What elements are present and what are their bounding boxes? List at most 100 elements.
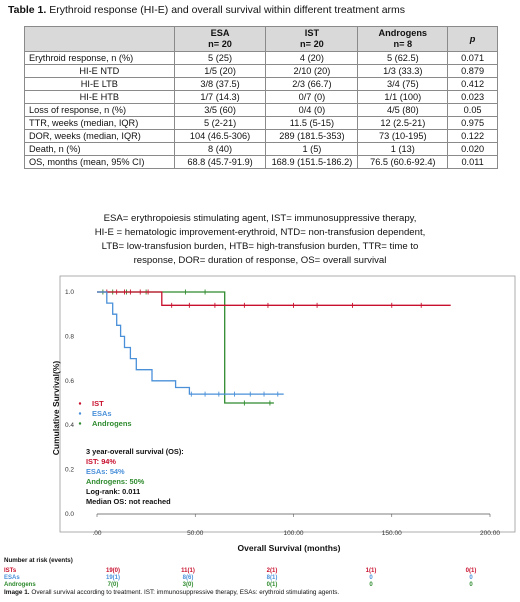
figure-caption: Image 1. Overall survival according to t… bbox=[4, 589, 339, 596]
y-tick-label: 1.0 bbox=[65, 289, 74, 296]
cell-p: 0.879 bbox=[447, 64, 498, 78]
cell-p: 0.071 bbox=[447, 51, 498, 65]
table-row: OS, months (mean, 95% CI) 68.8 (45.7-91.9… bbox=[24, 155, 498, 169]
row-label: TTR, weeks (median, IQR) bbox=[24, 116, 175, 130]
at-risk-value: 0(1) bbox=[466, 568, 477, 574]
at-risk-value: 7(0) bbox=[108, 582, 119, 588]
survival-curve-androgens bbox=[97, 291, 274, 404]
cell-p: 0.122 bbox=[447, 129, 498, 143]
y-tick-label: 0.0 bbox=[65, 511, 74, 518]
cell-ist: 1 (5) bbox=[265, 142, 359, 156]
legend-marker-androgens bbox=[78, 422, 82, 425]
row-label: HI-E LTB bbox=[24, 77, 175, 91]
header-name: ESA bbox=[210, 28, 230, 38]
row-label: OS, months (mean, 95% CI) bbox=[24, 155, 175, 169]
header-n: n= 8 bbox=[393, 39, 413, 49]
cell-androgens: 12 (2.5-21) bbox=[357, 116, 449, 130]
annotation-title: 3 year-overall survival (OS): bbox=[86, 447, 184, 456]
cell-p: 0.020 bbox=[447, 142, 498, 156]
caption-text: Overall survival according to treatment.… bbox=[31, 589, 340, 596]
table-body: Erythroid response, n (%) 5 (25) 4 (20) 5 (… bbox=[24, 51, 498, 169]
cell-ist: 289 (181.5-353) bbox=[265, 129, 359, 143]
results-table: ESA n= 20 IST n= 20 Androgens n= 8 p Ery… bbox=[24, 26, 498, 169]
abbreviations: ESA= erythropoiesis stimulating agent, I… bbox=[30, 212, 490, 268]
abbreviation-line: response, DOR= duration of response, OS=… bbox=[133, 255, 387, 266]
cell-androgens: 1/3 (33.3) bbox=[357, 64, 449, 78]
table-row: HI-E NTD 1/5 (20) 2/10 (20) 1/3 (33.3) 0.879 bbox=[24, 64, 498, 78]
cell-esa: 104 (46.5-306) bbox=[173, 129, 267, 143]
cell-esa: 3/5 (60) bbox=[173, 103, 267, 117]
cell-ist: 11.5 (5-15) bbox=[265, 116, 359, 130]
at-risk-row-label: ESAs bbox=[4, 575, 20, 581]
at-risk-value: 8(6) bbox=[183, 575, 194, 581]
table-row: Death, n (%) 8 (40) 1 (5) 1 (13) 0.020 bbox=[24, 142, 498, 156]
cell-ist: 2/10 (20) bbox=[265, 64, 359, 78]
y-tick-label: 0.8 bbox=[65, 333, 74, 340]
table-header-row: ESA n= 20 IST n= 20 Androgens n= 8 p bbox=[24, 26, 498, 52]
header-cell-ist: IST n= 20 bbox=[265, 26, 359, 52]
at-risk-value: 11(1) bbox=[181, 568, 195, 574]
survival-curve-esa bbox=[97, 291, 284, 395]
cell-ist: 168.9 (151.5-186.2) bbox=[265, 155, 359, 169]
cell-esa: 5 (25) bbox=[173, 51, 267, 65]
cell-androgens: 3/4 (75) bbox=[357, 77, 449, 91]
table-row: HI-E LTB 3/8 (37.5) 2/3 (66.7) 3/4 (75) 0.41… bbox=[24, 77, 498, 91]
table-title-text: Erythroid response (HI-E) and overall su… bbox=[49, 4, 406, 16]
table-row: DOR, weeks (median, IQR) 104 (46.5-306) 28… bbox=[24, 129, 498, 143]
caption-label: Image 1. bbox=[4, 589, 30, 596]
header-cell-androgens: Androgens n= 8 bbox=[357, 26, 449, 52]
at-risk-row-label: ISTs bbox=[4, 568, 17, 574]
annotation-logrank: Log-rank: 0.011 bbox=[86, 487, 140, 496]
row-label: HI-E HTB bbox=[24, 90, 175, 104]
cell-androgens: 76.5 (60.6-92.4) bbox=[357, 155, 449, 169]
header-name: IST bbox=[304, 28, 320, 38]
y-axis-label: Cumulative Survival(%) bbox=[51, 361, 61, 456]
abbreviation-line: LTB= low-transfusion burden, HTB= high-t… bbox=[101, 241, 419, 252]
table-title: Table 1. Erythroid response (HI-E) and o… bbox=[8, 4, 405, 16]
at-risk-value: 8(1) bbox=[267, 575, 278, 581]
cell-p: 0.023 bbox=[447, 90, 498, 104]
row-label: Loss of response, n (%) bbox=[24, 103, 175, 117]
cell-androgens: 5 (62.5) bbox=[357, 51, 449, 65]
legend-marker-ist bbox=[78, 402, 82, 405]
cell-p: 0.05 bbox=[447, 103, 498, 117]
at-risk-value: 2(1) bbox=[267, 568, 278, 574]
y-tick-label: 0.6 bbox=[65, 378, 74, 385]
x-tick-label: .00 bbox=[92, 530, 101, 537]
at-risk-value: 0 bbox=[369, 575, 373, 581]
x-axis-label: Overall Survival (months) bbox=[238, 543, 341, 553]
at-risk-value: 0(1) bbox=[267, 582, 278, 588]
table-row: Erythroid response, n (%) 5 (25) 4 (20) 5 (… bbox=[24, 51, 498, 65]
y-tick-label: 0.2 bbox=[65, 467, 74, 474]
at-risk-value: 0 bbox=[469, 582, 473, 588]
table-label: Table 1. bbox=[8, 4, 47, 16]
cell-ist: 2/3 (66.7) bbox=[265, 77, 359, 91]
annotation-esa: ESAs: 54% bbox=[86, 467, 125, 476]
cell-androgens: 4/5 (80) bbox=[357, 103, 449, 117]
survival-curve-ist bbox=[97, 291, 451, 306]
table-row: HI-E HTB 1/7 (14.3) 0/7 (0) 1/1 (100) 0.023 bbox=[24, 90, 498, 104]
legend-marker-esa bbox=[78, 412, 82, 415]
header-cell-esa: ESA n= 20 bbox=[173, 26, 267, 52]
abbreviation-line: HI-E = hematologic improvement-erythroid… bbox=[94, 227, 426, 238]
survival-chart: 0.0 0.2 0.4 0.6 0.8 1.0 .00 50.00 100.00 150.00 20… bbox=[4, 275, 516, 588]
table-row: Loss of response, n (%) 3/5 (60) 0/4 (0) 4/… bbox=[24, 103, 498, 117]
table-row: TTR, weeks (median, IQR) 5 (2-21) 11.5 (5-… bbox=[24, 116, 498, 130]
at-risk-title: Number at risk (events) bbox=[4, 557, 73, 564]
at-risk-value: 0 bbox=[469, 575, 473, 581]
row-label: HI-E NTD bbox=[24, 64, 175, 78]
cell-esa: 5 (2-21) bbox=[173, 116, 267, 130]
cell-androgens: 1 (13) bbox=[357, 142, 449, 156]
y-tick-label: 0.4 bbox=[65, 422, 74, 429]
cell-p: 0.011 bbox=[447, 155, 498, 169]
legend-label-androgens: Androgens bbox=[92, 419, 132, 428]
abbreviation-line: ESA= erythropoiesis stimulating agent, I… bbox=[103, 213, 417, 224]
cell-esa: 68.8 (45.7-91.9) bbox=[173, 155, 267, 169]
cell-esa: 3/8 (37.5) bbox=[173, 77, 267, 91]
at-risk-value: 0 bbox=[369, 582, 373, 588]
header-name: Androgens bbox=[378, 28, 428, 38]
x-tick-label: 100.00 bbox=[284, 530, 304, 537]
header-name: p bbox=[469, 33, 476, 44]
cell-esa: 1/7 (14.3) bbox=[173, 90, 267, 104]
cell-p: 0.975 bbox=[447, 116, 498, 130]
